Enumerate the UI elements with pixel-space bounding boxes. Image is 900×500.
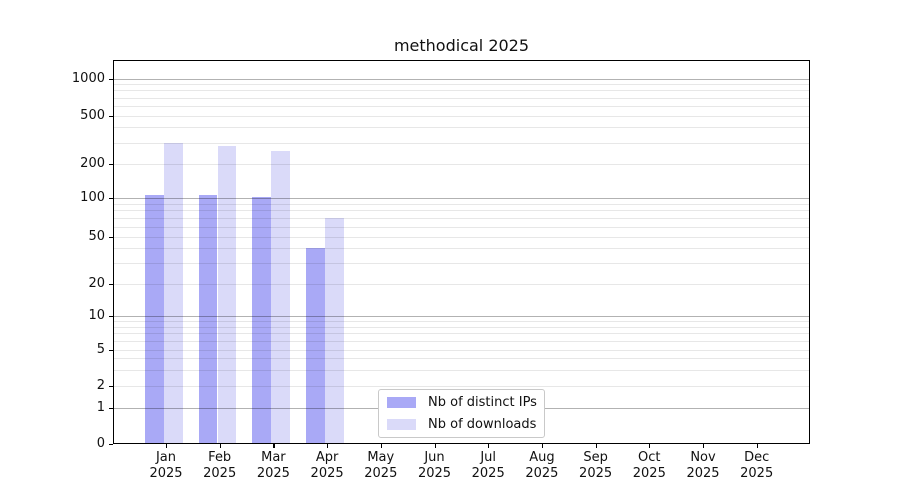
x-tick-label-jun: Jun 2025 [417, 450, 452, 481]
x-tick-mark [327, 444, 329, 448]
y-tick-mark [109, 349, 113, 351]
y-gridline-minor [114, 210, 809, 212]
y-tick-mark [109, 237, 113, 239]
x-tick-label-may: May 2025 [364, 450, 398, 481]
y-tick-mark [109, 78, 113, 80]
x-tick-label-jul: Jul 2025 [471, 450, 505, 481]
x-tick-label-feb: Feb 2025 [203, 450, 237, 481]
y-gridline-minor [114, 226, 809, 228]
y-tick-label: 0 [96, 436, 105, 451]
bar-distinct-ips-mar [252, 196, 271, 444]
y-tick-mark [109, 284, 113, 286]
y-gridline-minor [114, 263, 809, 265]
y-tick-label: 2 [96, 378, 105, 393]
y-gridline-minor [114, 127, 809, 129]
legend-label-distinct-ips: Nb of distinct IPs [428, 395, 537, 410]
y-gridline-minor [114, 326, 809, 328]
y-tick-label: 20 [88, 276, 105, 291]
y-gridline-minor [114, 203, 809, 205]
y-gridline-major [114, 78, 809, 80]
legend: Nb of distinct IPs Nb of downloads [378, 389, 545, 438]
y-tick-mark [109, 444, 113, 446]
y-tick-label: 200 [80, 156, 105, 171]
x-tick-mark [595, 444, 597, 448]
y-tick-label: 50 [88, 229, 105, 244]
x-tick-label-nov: Nov 2025 [686, 450, 720, 481]
y-tick-label: 1000 [71, 70, 105, 86]
y-gridline-minor [114, 84, 809, 86]
legend-swatch-downloads [387, 419, 416, 430]
y-gridline-minor [114, 340, 809, 342]
x-tick-mark [488, 444, 490, 448]
x-tick-mark [380, 444, 382, 448]
x-tick-mark [541, 444, 544, 448]
bar-downloads-feb [217, 146, 237, 444]
x-tick-label-apr: Apr 2025 [310, 450, 344, 481]
x-tick-mark [434, 444, 436, 448]
y-tick-label: 500 [80, 107, 105, 123]
y-gridline-minor [114, 333, 809, 335]
x-tick-mark [649, 444, 651, 448]
x-tick-mark [273, 444, 275, 448]
x-tick-label-dec: Dec 2025 [740, 450, 774, 481]
y-gridline-minor [114, 237, 809, 238]
chart-title: methodical 2025 [393, 36, 530, 55]
y-gridline-minor [114, 142, 809, 144]
y-gridline-minor [114, 105, 809, 107]
y-gridline-minor [114, 164, 809, 165]
y-gridline-major [114, 197, 809, 199]
y-tick-mark [109, 386, 113, 388]
x-tick-label-jan: Jan 2025 [149, 450, 183, 481]
x-tick-label-mar: Mar 2025 [256, 450, 290, 481]
legend-swatch-distinct-ips [387, 397, 416, 408]
y-tick-mark [109, 164, 113, 166]
bar-downloads-mar [271, 151, 290, 444]
y-gridline-minor [114, 321, 809, 323]
x-tick-label-oct: Oct 2025 [632, 450, 666, 481]
x-tick-label-sep: Sep 2025 [579, 450, 613, 481]
y-gridline-minor [114, 369, 809, 371]
y-gridline-minor [114, 284, 809, 285]
y-tick-label: 5 [96, 341, 105, 357]
x-tick-mark [166, 444, 168, 448]
plot-area [113, 60, 810, 444]
x-tick-mark [219, 444, 221, 448]
y-gridline-major [114, 316, 809, 317]
y-gridline-minor [114, 97, 809, 99]
y-gridline-minor [114, 386, 809, 387]
bar-distinct-ips-feb [198, 195, 218, 444]
bar-distinct-ips-jan [145, 194, 164, 444]
y-tick-mark [109, 197, 113, 199]
y-tick-mark [109, 115, 113, 117]
legend-row-downloads: Nb of downloads [387, 417, 536, 432]
y-tick-mark [109, 407, 113, 409]
bar-distinct-ips-apr [306, 248, 325, 444]
x-tick-mark [756, 444, 758, 448]
y-gridline-minor [114, 217, 809, 219]
y-gridline-minor [114, 349, 809, 351]
y-gridline-minor [114, 115, 809, 117]
y-tick-mark [109, 316, 113, 318]
y-gridline-minor [114, 90, 809, 92]
bar-downloads-apr [325, 217, 344, 444]
y-tick-label: 100 [80, 189, 105, 205]
y-tick-label: 1 [96, 399, 105, 415]
x-tick-mark [703, 444, 705, 448]
legend-row-distinct-ips: Nb of distinct IPs [387, 395, 537, 410]
y-tick-label: 10 [88, 308, 105, 323]
y-gridline-minor [114, 248, 809, 250]
bar-downloads-jan [164, 142, 183, 444]
x-tick-label-aug: Aug 2025 [525, 450, 559, 481]
y-gridline-minor [114, 358, 809, 360]
legend-label-downloads: Nb of downloads [428, 417, 537, 432]
